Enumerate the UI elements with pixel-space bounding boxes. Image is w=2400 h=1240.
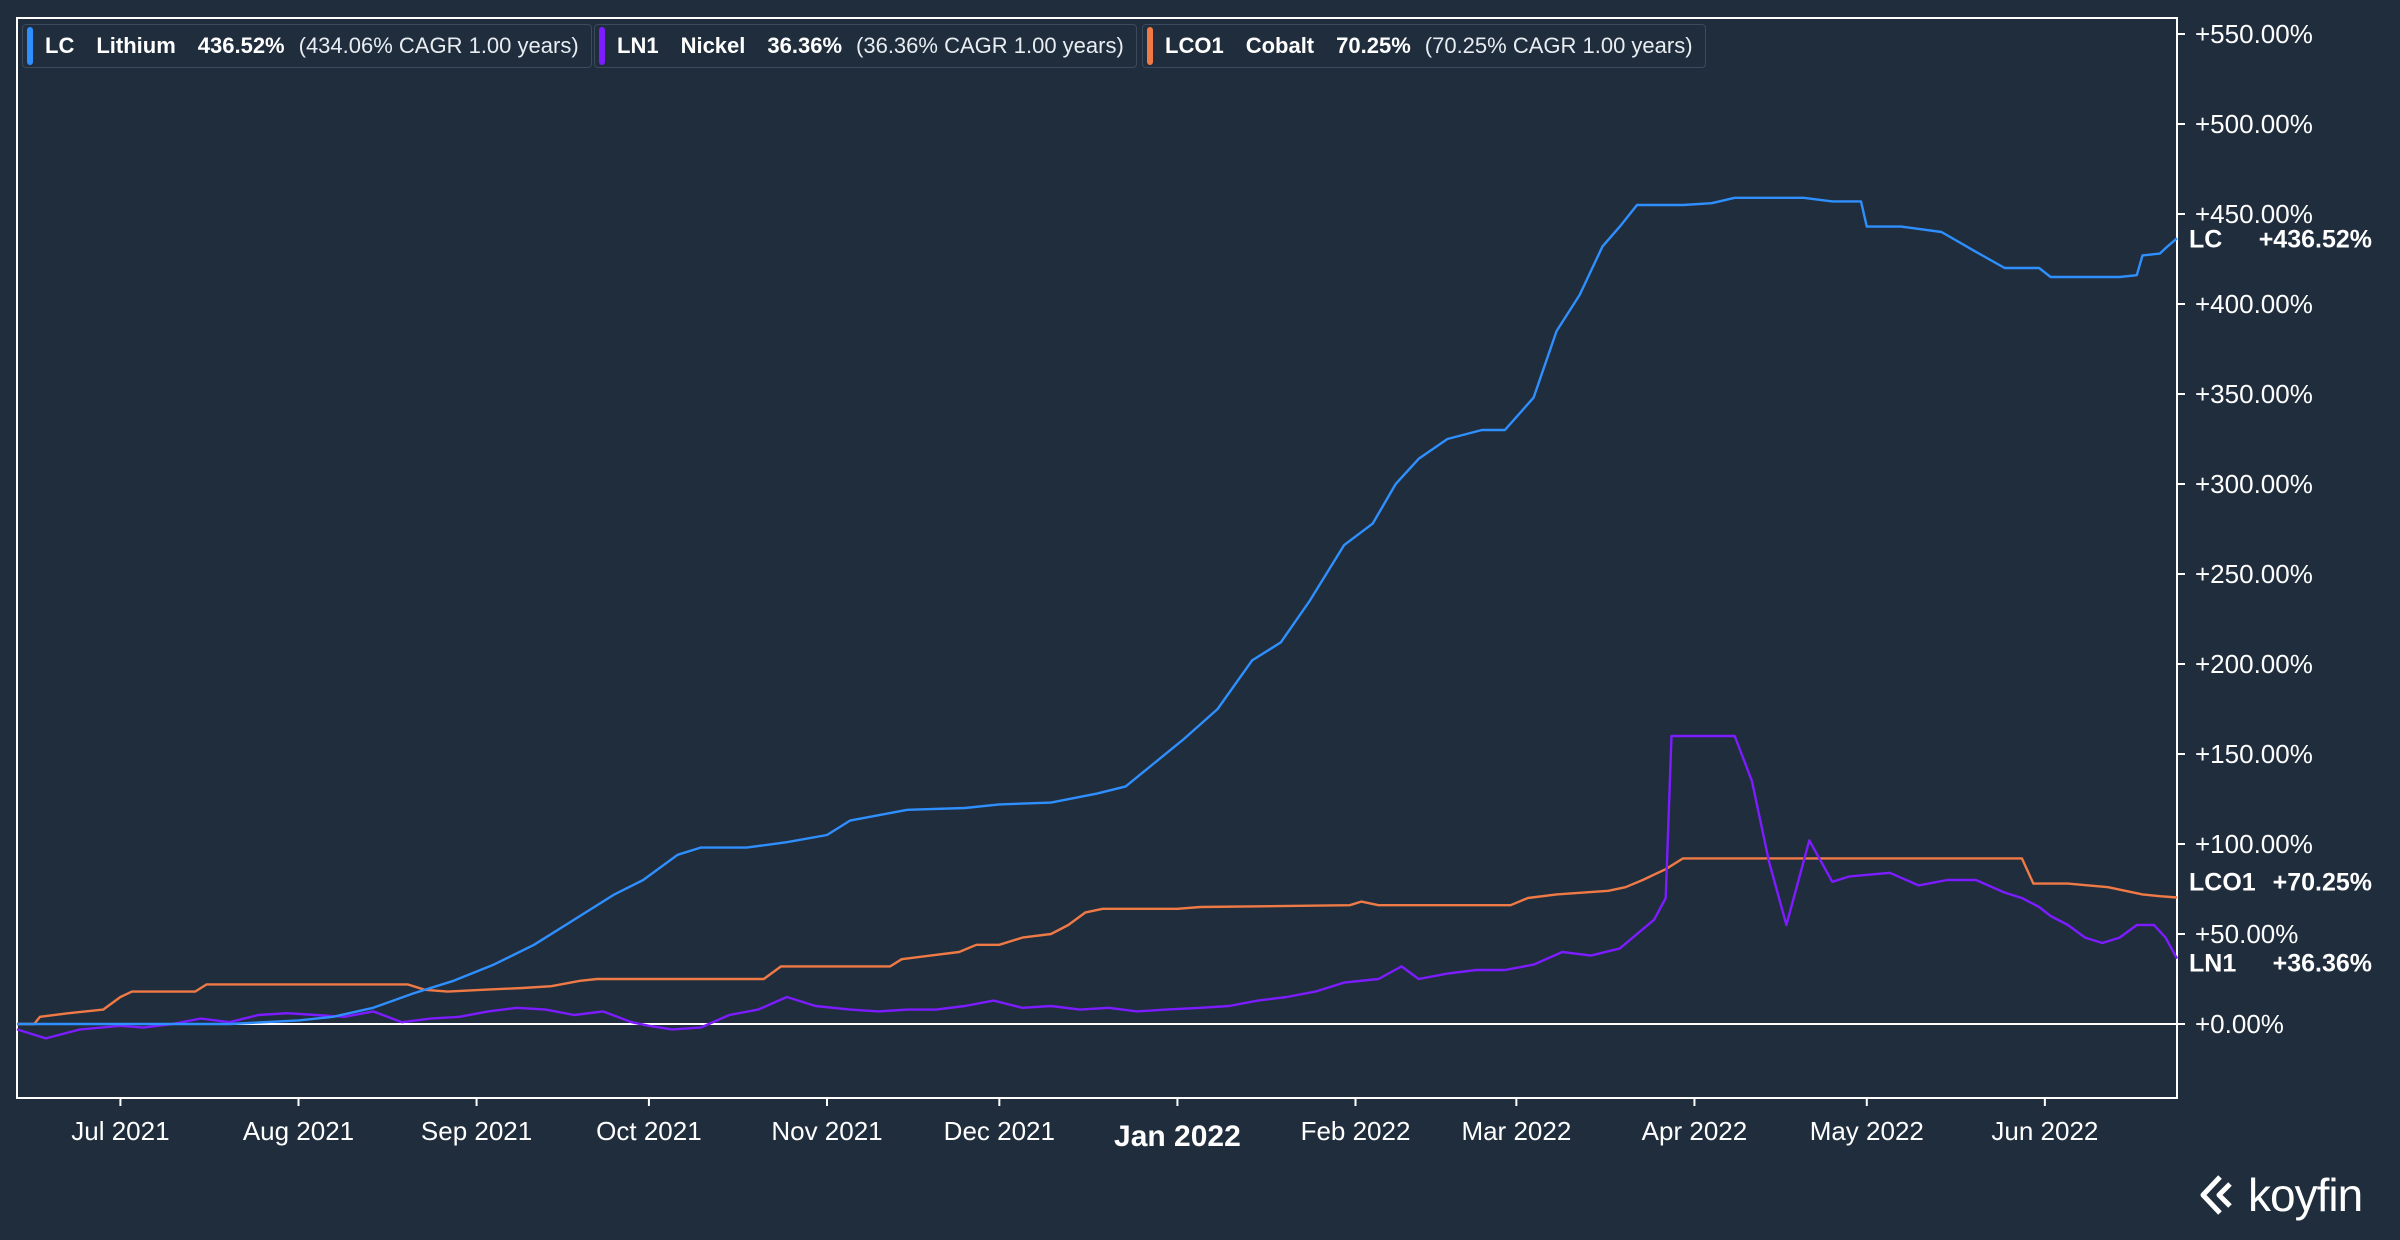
legend-return: 436.52%	[197, 33, 285, 58]
legend-symbol: LN1	[617, 33, 659, 58]
legend-item-ln1[interactable]: LN1 Nickel 36.36% (36.36% CAGR 1.00 year…	[594, 24, 1137, 68]
y-tick-label: +500.00%	[2195, 109, 2313, 139]
x-tick-label: Nov 2021	[771, 1116, 882, 1146]
koyfin-logo: koyfin	[2198, 1168, 2363, 1222]
legend-return: 36.36%	[767, 33, 843, 58]
legend-name: Lithium	[96, 33, 176, 58]
x-tick-label: Feb 2022	[1301, 1116, 1411, 1146]
series-line-lco1	[17, 857, 2178, 1026]
y-tick-label: +100.00%	[2195, 829, 2313, 859]
y-axis: +0.00% +50.00% +100.00% +150.00% +200.00% +25…	[2177, 19, 2313, 1039]
legend-return: 70.25%	[1336, 33, 1411, 58]
legend-item-lc[interactable]: LC Lithium 436.52% (434.06% CAGR 1.00 ye…	[22, 24, 592, 68]
y-tick-label: +50.00%	[2195, 919, 2298, 949]
y-tick-label: +250.00%	[2195, 559, 2313, 589]
legend-cagr: (36.36% CAGR 1.00 years)	[856, 33, 1124, 58]
y-tick-label: +400.00%	[2195, 289, 2313, 319]
brand-name: koyfin	[2248, 1169, 2363, 1221]
legend-symbol: LC	[45, 33, 75, 58]
x-tick-label: Aug 2021	[243, 1116, 354, 1146]
legend-swatch	[599, 27, 605, 65]
y-tick-label: +350.00%	[2195, 379, 2313, 409]
y-tick-label: +450.00%	[2195, 199, 2313, 229]
y-tick-label: +550.00%	[2195, 19, 2313, 49]
x-tick-label: Jan 2022	[1114, 1120, 1241, 1153]
plot-frame	[16, 17, 2178, 1099]
legend-item-lco1[interactable]: LCO1 Cobalt 70.25% (70.25% CAGR 1.00 yea…	[1142, 24, 1706, 68]
end-label-value: +70.25%	[2273, 869, 2372, 897]
end-label-symbol: LN1	[2189, 950, 2236, 978]
legend-symbol: LCO1	[1165, 33, 1224, 58]
end-label-symbol: LC	[2189, 225, 2222, 253]
legend-cagr: (70.25% CAGR 1.00 years)	[1424, 33, 1693, 58]
x-tick-label: Dec 2021	[944, 1116, 1055, 1146]
y-tick-label: +200.00%	[2195, 649, 2313, 679]
x-tick-label: Sep 2021	[421, 1116, 532, 1146]
x-tick-label: Mar 2022	[1461, 1116, 1571, 1146]
series-line-lc	[17, 196, 2178, 1026]
legend-swatch	[27, 27, 33, 65]
y-tick-label: +150.00%	[2195, 739, 2313, 769]
end-label-value: +436.52%	[2259, 225, 2372, 253]
end-label-symbol: LCO1	[2189, 869, 2256, 897]
koyfin-mark-icon	[2200, 1175, 2232, 1215]
x-tick-label: Oct 2021	[596, 1116, 702, 1146]
end-label-value: +36.36%	[2273, 950, 2372, 978]
legend-cagr: (434.06% CAGR 1.00 years)	[298, 33, 579, 58]
legend-name: Nickel	[680, 33, 746, 58]
x-tick-label: May 2022	[1810, 1116, 1924, 1146]
x-tick-label: Jul 2021	[71, 1116, 169, 1146]
legend-swatch	[1147, 27, 1153, 65]
end-labels: LC +436.52% LCO1 +70.25% LN1 +36.36%	[2189, 225, 2372, 977]
x-tick-label: Apr 2022	[1642, 1116, 1748, 1146]
legend-name: Cobalt	[1245, 33, 1315, 58]
y-tick-label: +300.00%	[2195, 469, 2313, 499]
series-line-ln1	[16, 734, 2179, 1040]
series-lines	[16, 196, 2179, 1040]
y-tick-label: +0.00%	[2195, 1009, 2284, 1039]
x-tick-label: Jun 2022	[1991, 1116, 2098, 1146]
x-axis: Jul 2021 Aug 2021 Sep 2021 Oct 2021 Nov 2021…	[71, 1098, 2098, 1153]
